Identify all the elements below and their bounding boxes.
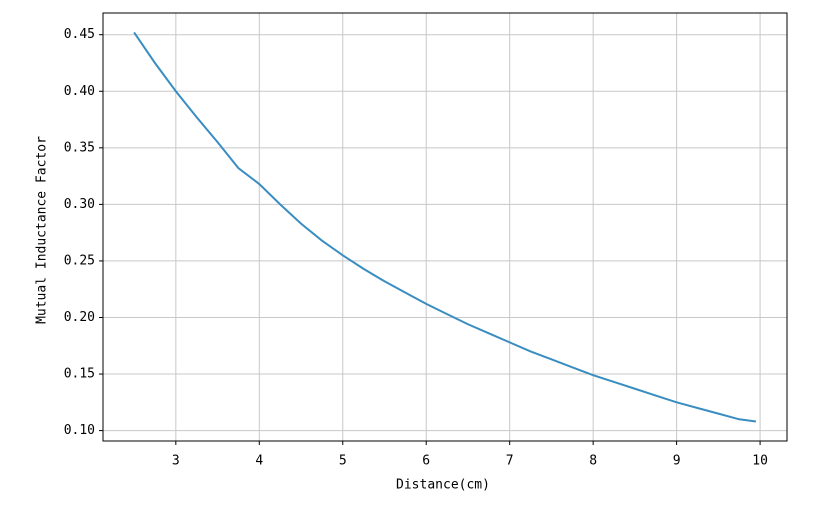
- x-tick-label: 7: [506, 454, 514, 469]
- x-axis-label: Distance(cm): [396, 478, 490, 493]
- y-tick-label: 0.35: [64, 140, 95, 155]
- y-tick-label: 0.30: [64, 197, 95, 212]
- x-tick-label: 5: [339, 454, 347, 469]
- y-tick-label: 0.25: [64, 253, 95, 268]
- y-tick-label: 0.40: [64, 84, 95, 99]
- data-line: [133, 31, 757, 423]
- x-tick-label: 6: [422, 454, 430, 469]
- y-tick-label: 0.45: [64, 27, 95, 42]
- x-tick-label: 10: [752, 454, 768, 469]
- y-tick-label: 0.20: [64, 310, 95, 325]
- y-tick-label: 0.10: [64, 423, 95, 438]
- y-tick-label: 0.15: [64, 367, 95, 382]
- x-tick-label: 9: [673, 454, 681, 469]
- x-tick-label: 3: [172, 454, 180, 469]
- x-tick-label: 8: [589, 454, 597, 469]
- plot-frame: [102, 12, 788, 442]
- x-tick-label: 4: [255, 454, 263, 469]
- y-axis-label: Mutual Inductance Factor: [35, 136, 50, 324]
